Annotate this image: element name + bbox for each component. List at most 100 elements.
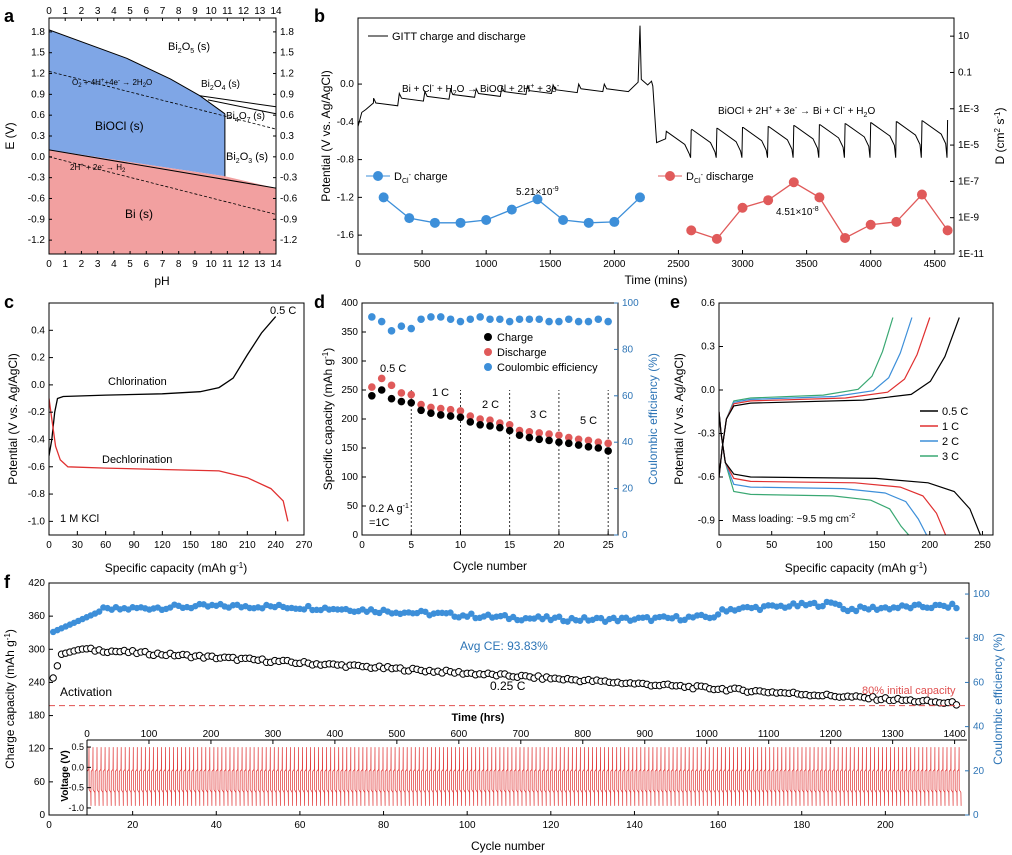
chlorination-curve: [49, 316, 277, 456]
x-tick-label-f: 0: [46, 820, 52, 831]
y-tick-label-e: 0.6: [701, 298, 715, 309]
phase-boundary-2: [207, 99, 276, 115]
ce-point: [555, 613, 563, 620]
ce-point: [643, 613, 651, 621]
dechlorination-curve: [49, 398, 289, 522]
x-tick-label-e: 200: [921, 540, 938, 551]
panel-letter-f: f: [4, 572, 11, 592]
x-tick-label-e: 100: [816, 540, 833, 551]
x-tick-label-f: 160: [710, 820, 727, 831]
panel-e-legend: 0.5 C 1 C 2 C 3 C: [920, 406, 968, 463]
ce-point: [368, 313, 376, 321]
inset-x-tick-label: 200: [203, 729, 220, 740]
charge-point: [505, 426, 514, 435]
x-tick-label-f: 20: [127, 820, 139, 831]
y-tick-label-a: 0.6: [31, 110, 45, 121]
panel-c-ylabel: Potential (V vs. Ag/AgCl): [6, 353, 20, 484]
diffusion-points: [378, 177, 953, 244]
label-bi: Bi (s): [125, 207, 153, 221]
panel-b-xlabel: Time (mins): [625, 273, 688, 287]
charge-point: [486, 422, 494, 430]
y-tick-label-d: 100: [341, 472, 358, 483]
y-tick-label-d: 300: [341, 356, 358, 367]
ce-point: [468, 610, 475, 617]
activation-text: Activation: [60, 685, 112, 699]
phase-boundary-0: [49, 29, 226, 115]
y-tick-label-e: -0.9: [698, 516, 716, 527]
x-tick-label-a-top: 1: [62, 6, 68, 17]
y2-tick-label-f: 20: [973, 766, 985, 777]
ce-point: [545, 317, 553, 326]
charge-point: [404, 213, 415, 224]
ce-point: [525, 315, 534, 324]
charge-point: [594, 444, 603, 452]
panel-c-charge-discharge: 0 30 60 90 120 150 180 210 240 270 0.4 0.2 0.0 -0.2 -0…: [6, 302, 313, 575]
x-tick-label-a: 1: [62, 259, 68, 270]
y-tick-label-d: 150: [341, 443, 358, 454]
y-tick-label-d: 0: [352, 530, 358, 541]
x-tick-label-a-top: 3: [95, 6, 101, 17]
panel-e-axes: 0 50 100 150 200 250 0.6 0.3 0.0 -0.3 -0.6 -0.9: [698, 298, 991, 551]
x-tick-label-a: 6: [144, 259, 150, 270]
ce-point: [486, 315, 494, 324]
panel-a-xlabel: pH: [154, 274, 169, 288]
label-h2-reaction: 2H+ + 2e- → H2: [70, 163, 126, 174]
y-tick-label-a: -0.9: [28, 214, 46, 225]
discharge-point: [814, 192, 825, 203]
inset-voltage-trace: [87, 747, 962, 806]
discharge-point: [476, 415, 484, 423]
x-tick-label-b: 3500: [795, 259, 818, 270]
label-bi4o7: Bi4O7 (s): [226, 111, 265, 124]
inset-y-tick-label: 0.0: [71, 762, 84, 772]
panel-f-xlabel: Cycle number: [471, 839, 545, 853]
x-tick-label-a: 4: [111, 259, 117, 270]
y-tick-label-b: -1.6: [337, 230, 355, 241]
x-tick-label-a: 5: [127, 259, 133, 270]
y-tick-label-f: 180: [28, 711, 45, 722]
x-tick-label-a: 13: [254, 259, 266, 270]
discharge-point: [737, 202, 748, 213]
discharge-point: [788, 177, 799, 188]
y2-tick-label-b: 1E-3: [958, 104, 980, 115]
inset-x-tick-label: 800: [574, 729, 591, 740]
legend-ce-dot: [484, 363, 492, 371]
gitt-curve: [358, 25, 949, 158]
y2-tick-label-b: 0.1: [958, 67, 972, 78]
label-bi2o5: Bi2O5 (s): [168, 41, 210, 55]
charge-point: [584, 443, 593, 451]
y-tick-label-a-right: 1.8: [280, 27, 294, 38]
ce-point: [836, 601, 843, 609]
panel-e-frame: [718, 302, 994, 536]
y-tick-label-c: -1.0: [28, 516, 46, 527]
panel-f-axes: 0 20 40 60 80 100 120 140 160 180 2000601201802403…: [28, 578, 990, 831]
y-tick-label-d: 200: [341, 414, 358, 425]
y-tick-label-f: 120: [28, 744, 45, 755]
x-tick-label-a-top: 4: [111, 6, 117, 17]
panel-f-frame: [48, 582, 970, 816]
charge-point: [481, 215, 492, 226]
x-tick-label-a: 3: [95, 259, 101, 270]
inset-y-tick-label: -1.0: [68, 803, 84, 813]
panel-letter-b: b: [314, 6, 325, 26]
panel-d-ylabel: Specific capacity (mAh g-1): [321, 348, 335, 491]
discharge-point: [604, 439, 612, 448]
discharge-point: [368, 383, 376, 391]
biocl-region: [49, 29, 225, 177]
discharge-point: [466, 412, 475, 420]
gitt-legend-label: GITT charge and discharge: [392, 31, 526, 43]
y2-tick-label-b: 10: [958, 31, 970, 42]
mass-loading: Mass loading: ~9.5 mg cm-2: [732, 513, 855, 525]
y2-tick-label-f: 40: [973, 722, 985, 733]
x-tick-label-a-top: 2: [79, 6, 85, 17]
y-tick-label-e: -0.6: [698, 472, 716, 483]
discharge-point: [865, 219, 876, 230]
y-tick-label-a-right: -0.9: [280, 214, 298, 225]
y-tick-label-a-right: 0.0: [280, 152, 294, 163]
x-tick-label-e: 150: [869, 540, 886, 551]
inset-x-tick-label: 1300: [882, 729, 905, 740]
x-tick-label-a-top: 13: [254, 6, 266, 17]
charge-point: [455, 217, 466, 228]
x-tick-label-d: 0: [359, 540, 365, 551]
discharge-point: [594, 438, 603, 447]
label-bi2o4: Bi2O4 (s): [201, 79, 240, 92]
